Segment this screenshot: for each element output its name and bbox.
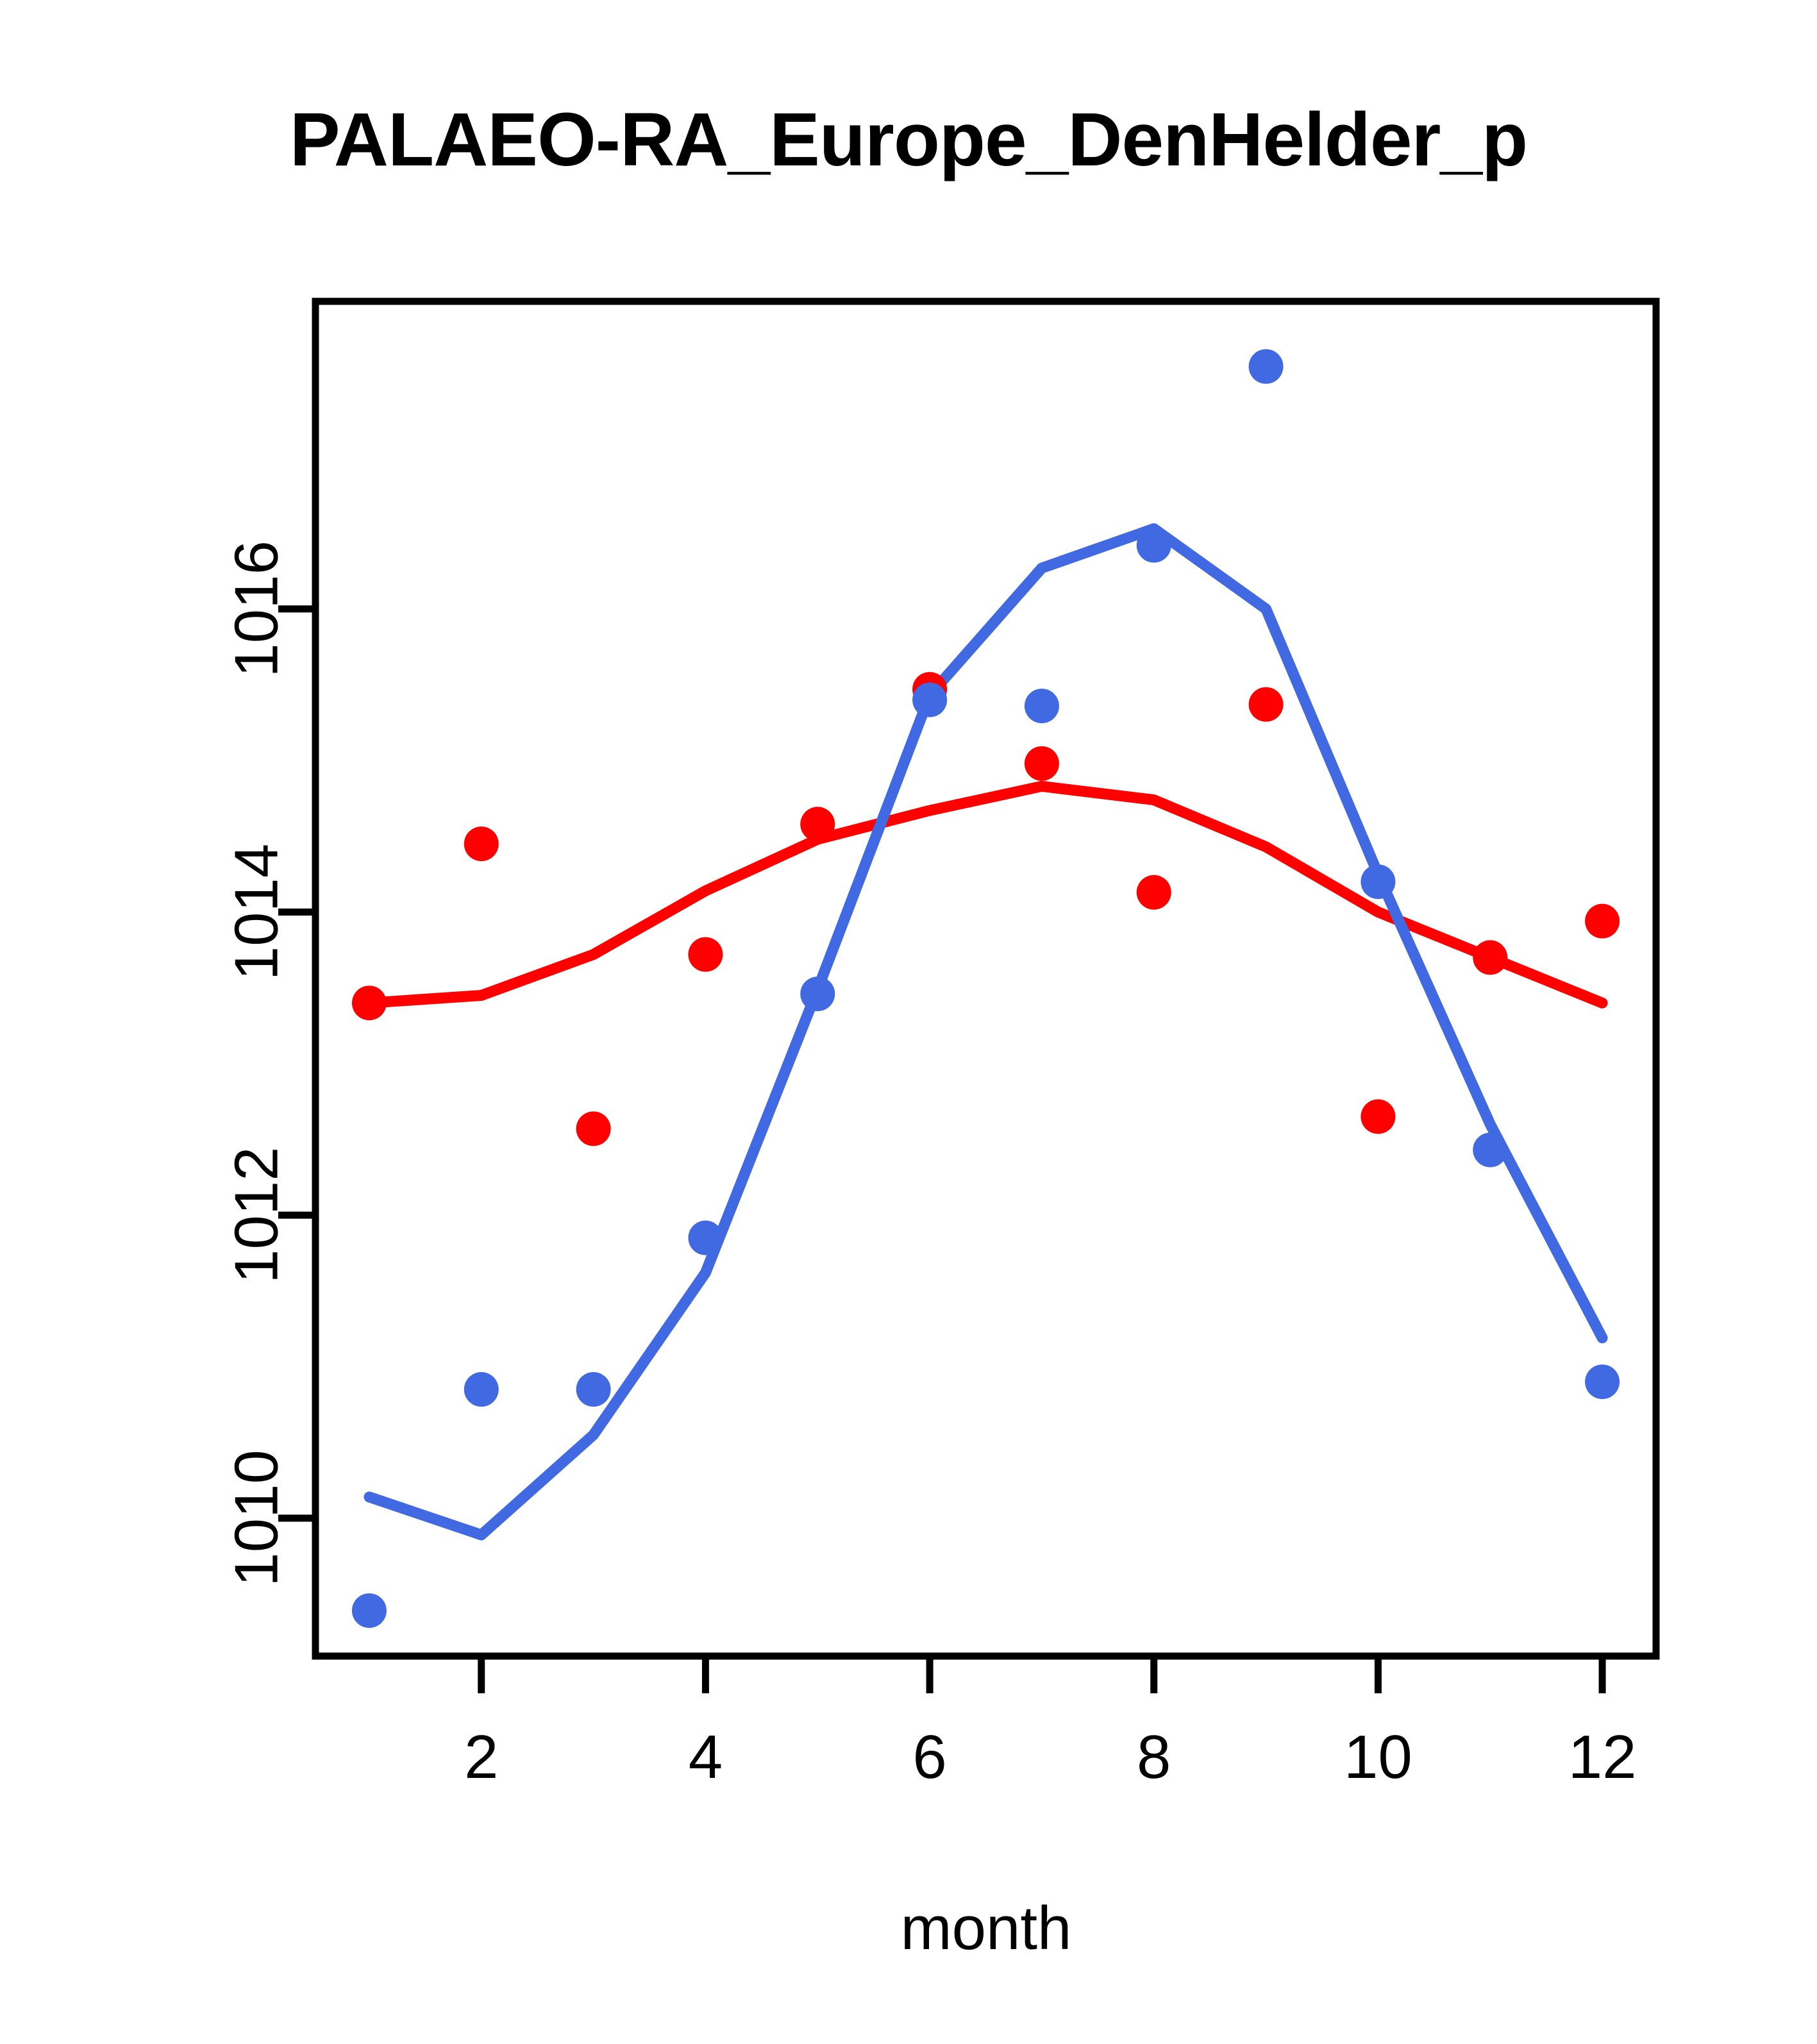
data-point <box>1248 687 1284 722</box>
y-tick-label: 1016 <box>222 540 291 678</box>
data-point <box>800 807 835 842</box>
data-point <box>1473 1132 1508 1168</box>
x-tick-label: 12 <box>1568 1723 1637 1791</box>
data-point <box>464 826 499 862</box>
series-line-blue-smooth-line <box>364 523 1608 1541</box>
data-point <box>351 985 387 1021</box>
y-tick-label: 1012 <box>222 1146 291 1284</box>
data-point <box>351 1593 387 1629</box>
x-tick-label: 2 <box>464 1723 498 1791</box>
data-point <box>800 976 835 1012</box>
page-title: PALAEO-RA_Europe_DenHelder_p <box>289 97 1528 182</box>
y-axis-ticks <box>278 605 315 1522</box>
data-point <box>1136 528 1171 563</box>
x-axis-tick-labels: 2 4 6 8 10 12 <box>464 1723 1636 1791</box>
x-axis-title: month <box>901 1894 1072 1963</box>
series-lines <box>364 523 1608 1541</box>
y-tick-label: 1010 <box>222 1450 291 1587</box>
y-tick-label: 1014 <box>222 844 291 981</box>
data-point <box>688 1220 723 1255</box>
data-point <box>1248 349 1284 384</box>
plot-box-border <box>312 297 1660 1660</box>
data-point <box>688 937 723 972</box>
data-point <box>576 1372 611 1407</box>
x-axis-ticks <box>478 1656 1606 1693</box>
x-tick-label: 6 <box>912 1723 946 1791</box>
data-point <box>1585 1364 1620 1400</box>
data-point <box>464 1372 499 1407</box>
y-axis-tick-labels: 1010 1012 1014 1016 <box>222 540 291 1587</box>
data-point <box>912 682 948 717</box>
data-point <box>1136 875 1171 910</box>
data-point <box>1361 1099 1396 1134</box>
data-point <box>1361 864 1396 900</box>
x-tick-label: 4 <box>689 1723 723 1791</box>
x-tick-label: 10 <box>1344 1723 1412 1791</box>
data-point <box>1585 903 1620 939</box>
series-points <box>351 349 1620 1629</box>
data-point <box>1024 746 1059 781</box>
data-point <box>576 1111 611 1146</box>
data-point <box>1473 940 1508 975</box>
x-tick-label: 8 <box>1137 1723 1171 1791</box>
data-point <box>1024 689 1059 724</box>
